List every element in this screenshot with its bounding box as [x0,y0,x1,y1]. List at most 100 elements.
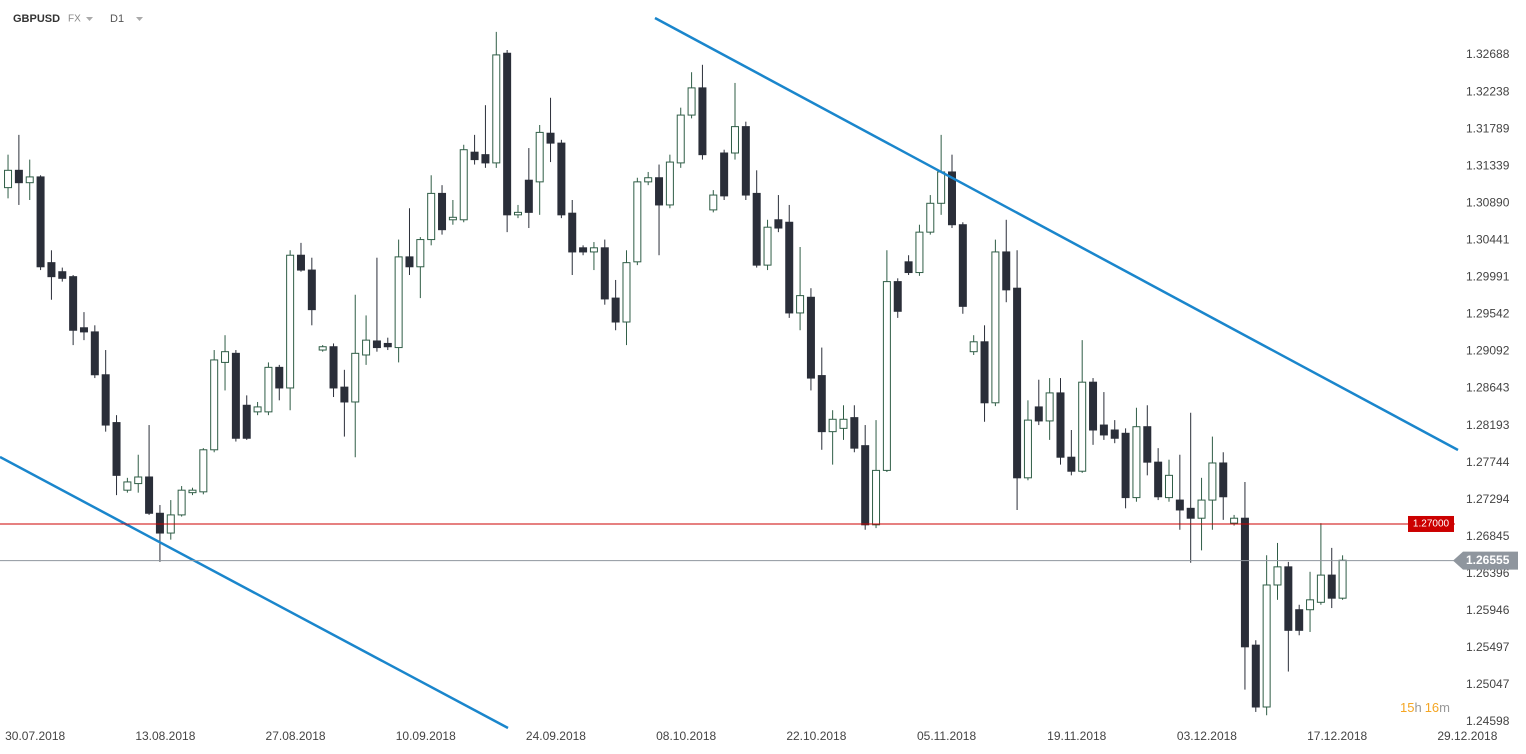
candle-body [535,131,544,183]
candle-body [25,176,34,184]
candle-body [850,417,859,449]
x-tick-label: 03.12.2018 [1177,729,1237,743]
candle-body [730,126,739,154]
candle-body [720,152,729,197]
candle-body [1110,429,1119,439]
y-tick-label: 1.29542 [1466,307,1510,321]
candle-body [155,512,164,534]
x-tick-label: 10.09.2018 [396,729,456,743]
x-tick-label: 19.11.2018 [1047,729,1106,743]
candle-body [991,251,1000,404]
trend-line [0,455,509,730]
candle-body [806,296,815,379]
candle-body [1219,462,1228,498]
candle-body [492,54,501,164]
candle-body [1338,559,1347,599]
candle-body [817,375,826,433]
timer-minutes: 16 [1425,700,1439,715]
candle-body [1284,566,1293,631]
y-tick-label: 1.30890 [1466,195,1510,209]
candle-body [947,171,956,226]
y-tick-label: 1.32238 [1466,84,1510,98]
candle-body [655,177,664,206]
candle-body [448,216,457,221]
candle-body [1045,392,1054,422]
timer-hours: 15 [1400,700,1414,715]
candle-body [210,359,219,451]
candle-body [926,202,935,233]
candle-body [557,142,566,216]
candle-body [1197,499,1206,519]
candle-body [199,449,208,493]
candle-body [839,418,848,429]
candle-body [1251,644,1260,708]
candle-body [611,297,620,323]
candle-body [1023,419,1032,479]
candle-body [112,422,121,476]
candle-body [763,226,772,266]
candle-body [69,276,78,331]
candle-body [101,374,110,426]
trend-line [654,16,1459,452]
candle-body [546,132,555,144]
interval[interactable]: D1 [110,13,124,25]
candle-body [134,476,143,485]
price-label: 1.27000 [1413,519,1450,530]
timer-unit: h [1414,700,1421,715]
candle-body [1316,574,1325,603]
y-tick-label: 1.30441 [1466,232,1510,246]
candle-body [600,247,609,300]
candle-body [774,219,783,229]
candle-body [1327,574,1336,599]
candle-body [589,247,598,253]
candle-body [1078,381,1087,472]
candle-body [752,192,761,266]
y-tick-label: 1.25497 [1466,640,1510,654]
candle-body [1164,474,1173,499]
candle-body [286,254,295,389]
y-tick-label: 1.27744 [1466,455,1510,469]
y-tick-label: 1.32688 [1466,47,1510,61]
candle-body [882,281,891,471]
candle-body [459,149,468,221]
candle-body [524,179,533,213]
candle-body [1056,392,1065,458]
price-label-box [1408,515,1454,532]
candle-body [405,256,414,268]
y-tick-label: 1.24598 [1466,714,1510,728]
candle-body [1273,566,1282,586]
x-tick-label: 08.10.2018 [656,729,716,743]
candle-body [937,171,946,204]
candle-body [188,489,197,494]
candle-body [969,341,978,353]
candle-body [785,221,794,314]
candle-body [741,126,750,196]
candle-body [1230,517,1239,524]
candle-body [1132,426,1141,499]
y-tick-label: 1.29991 [1466,270,1510,284]
candle-body [915,231,924,274]
candle-body [1002,251,1011,291]
market[interactable]: FX [68,14,81,25]
candle-body [1013,287,1022,479]
candle-body [275,366,284,389]
candle-body [123,481,132,491]
candle-body [503,52,512,216]
candle-body [145,476,154,514]
candle-body [1175,499,1184,511]
candle-body [904,261,913,274]
y-tick-label: 1.28193 [1466,418,1510,432]
y-tick-label: 1.25946 [1466,603,1510,617]
candle-body [633,181,642,263]
candle-body [416,239,425,268]
candle-body [372,340,381,349]
candle-body [14,169,23,184]
candle-body [362,339,371,356]
x-tick-label: 13.08.2018 [135,729,195,743]
candle-body [687,87,696,116]
candle-body [893,281,902,312]
candle-body [427,192,436,241]
candle-body [4,169,13,189]
candle-body [340,386,349,403]
candle-body [1067,456,1076,472]
